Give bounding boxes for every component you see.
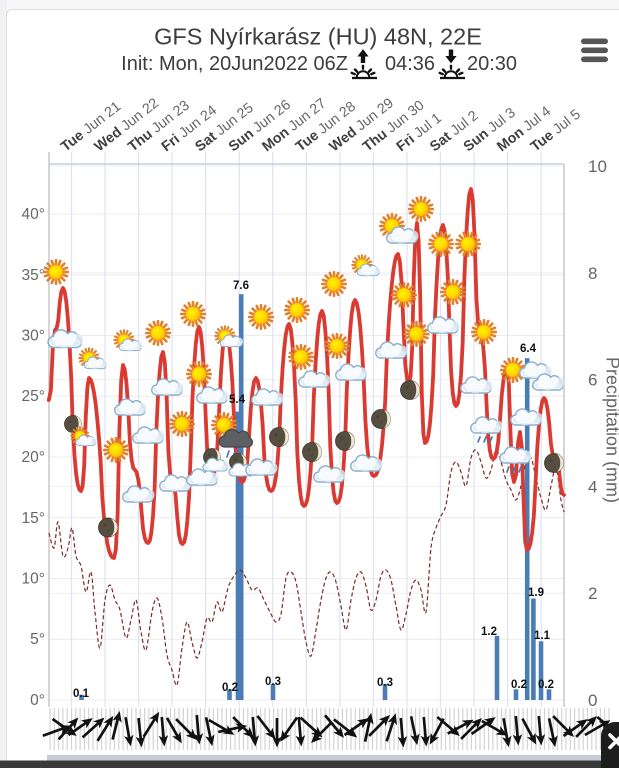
svg-text:10°: 10° bbox=[22, 571, 45, 588]
svg-text:25°: 25° bbox=[22, 388, 45, 405]
svg-text:5.4: 5.4 bbox=[229, 394, 246, 406]
svg-text:20:30: 20:30 bbox=[467, 53, 517, 75]
svg-text:30°: 30° bbox=[22, 328, 45, 345]
svg-text:04:36: 04:36 bbox=[385, 53, 435, 75]
svg-text:Precipitation (mm): Precipitation (mm) bbox=[603, 357, 619, 503]
svg-text:2: 2 bbox=[588, 584, 597, 603]
svg-text:35°: 35° bbox=[22, 267, 45, 284]
svg-text:1.9: 1.9 bbox=[528, 587, 544, 599]
svg-text:6.4: 6.4 bbox=[520, 343, 537, 355]
svg-text:6: 6 bbox=[588, 371, 597, 390]
svg-text:15°: 15° bbox=[22, 510, 45, 527]
svg-text:4: 4 bbox=[588, 477, 597, 496]
svg-text:0.2: 0.2 bbox=[222, 682, 238, 694]
svg-text:1.1: 1.1 bbox=[534, 630, 551, 642]
svg-text:0: 0 bbox=[588, 691, 597, 710]
svg-text:8: 8 bbox=[588, 264, 597, 283]
svg-text:GFS Nyírkarász (HU) 48N, 22E: GFS Nyírkarász (HU) 48N, 22E bbox=[154, 24, 482, 50]
svg-text:0.1: 0.1 bbox=[73, 688, 90, 700]
svg-text:0.3: 0.3 bbox=[265, 676, 281, 688]
svg-text:10: 10 bbox=[588, 157, 607, 176]
svg-text:1.2: 1.2 bbox=[481, 626, 497, 638]
svg-text:0.2: 0.2 bbox=[538, 679, 554, 691]
svg-text:Init: Mon, 20Jun2022 06Z: Init: Mon, 20Jun2022 06Z bbox=[121, 53, 348, 75]
svg-text:0°: 0° bbox=[30, 692, 45, 709]
svg-text:40°: 40° bbox=[22, 206, 45, 223]
svg-text:0.2: 0.2 bbox=[511, 679, 527, 691]
svg-text:5°: 5° bbox=[30, 631, 45, 648]
svg-text:7.6: 7.6 bbox=[233, 280, 249, 292]
svg-text:20°: 20° bbox=[22, 449, 45, 466]
svg-text:0.3: 0.3 bbox=[377, 677, 393, 689]
